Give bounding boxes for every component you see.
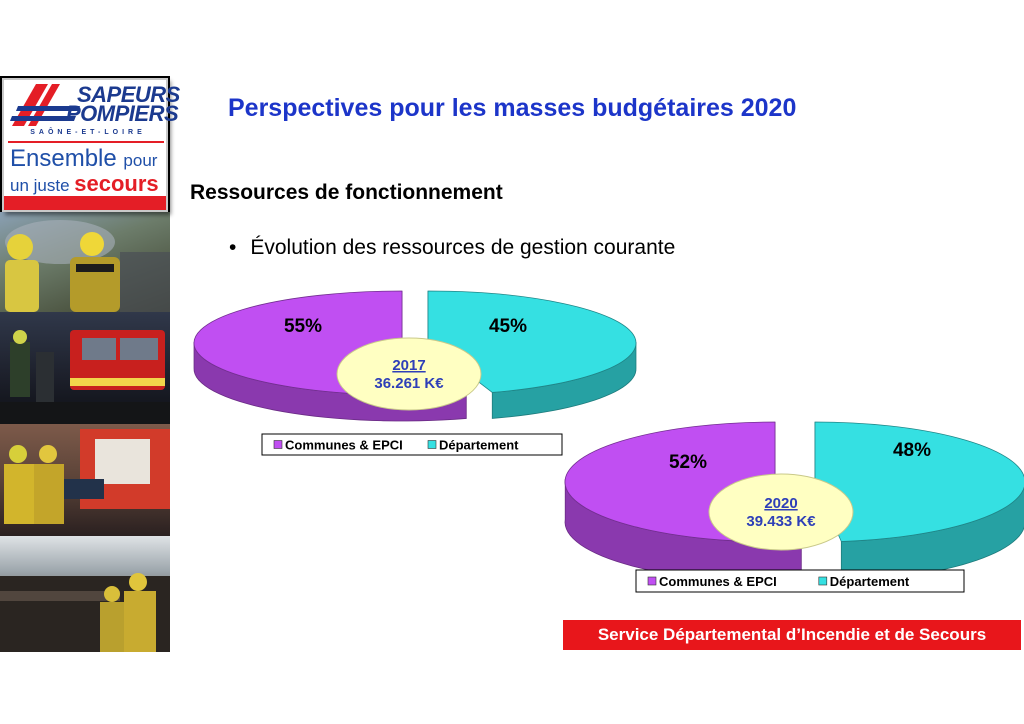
pie-label-communes-2020: 52% [669, 452, 707, 473]
legend-swatch-communes-2020 [647, 576, 657, 586]
legend-label-communes-2017: Communes & EPCI [285, 438, 403, 453]
logo-tagline-2: un juste secours [10, 173, 159, 197]
bullet-item: • Évolution des ressources de gestion cou… [229, 236, 675, 260]
brand-logo: SAPEURS POMPIERS SAÔNE-ET-LOIRE Ensemble… [2, 78, 180, 212]
pie-year-2020: 2020 [764, 495, 797, 512]
logo-tagline-secours: secours [74, 171, 159, 196]
stripes-icon [10, 84, 80, 126]
pie-center-badge-2020 [708, 473, 854, 551]
legend-box-2020 [635, 569, 965, 593]
legend-box-2017 [261, 433, 563, 456]
legend-label-departement-2017: Département [439, 438, 519, 453]
logo-red-bar [4, 196, 166, 210]
logo-tagline-pour: pour [123, 151, 158, 170]
legend-swatch-departement-2020 [818, 576, 828, 586]
photo-ambulance-crew [0, 424, 170, 536]
legend-label-departement-2020: Département [830, 574, 910, 589]
logo-region: SAÔNE-ET-LOIRE [30, 129, 146, 136]
pie-center-badge-2017 [336, 337, 482, 411]
legend-swatch-departement-2017 [427, 440, 437, 449]
pie-label-departement-2020: 48% [893, 440, 931, 461]
logo-text-sapeurs: SAPEURS [77, 82, 180, 107]
photo-wildfire-firefighters [0, 536, 170, 652]
footer-banner: Service Départemental d’Incendie et de S… [563, 620, 1021, 650]
logo-tagline-1: Ensemble pour [10, 146, 157, 174]
legend-label-communes-2020: Communes & EPCI [659, 574, 777, 589]
pie-label-communes-2017: 55% [284, 316, 322, 337]
pie-total-2017: 36.261 K€ [374, 375, 444, 392]
pie-slice-departement-2020 [814, 421, 1024, 542]
logo-tagline-ensemble: Ensemble [10, 145, 117, 172]
bullet-icon: • [229, 236, 237, 259]
legend-swatch-communes-2017 [273, 440, 283, 449]
bullet-text: Évolution des ressources de gestion cour… [250, 236, 676, 259]
logo-tagline-un-juste: un juste [10, 176, 70, 195]
page-title: Perspectives pour les masses budgétaires… [228, 94, 797, 122]
pie-total-2020: 39.433 K€ [746, 513, 816, 530]
photo-fire-truck [0, 312, 170, 424]
photo-firefighters-rescue [0, 212, 170, 312]
pie-year-2017: 2017 [392, 357, 425, 374]
logo-divider [8, 141, 164, 143]
pie-label-departement-2017: 45% [489, 316, 527, 337]
section-heading: Ressources de fonctionnement [190, 181, 503, 204]
logo-text-pompiers: POMPIERS [66, 101, 179, 126]
